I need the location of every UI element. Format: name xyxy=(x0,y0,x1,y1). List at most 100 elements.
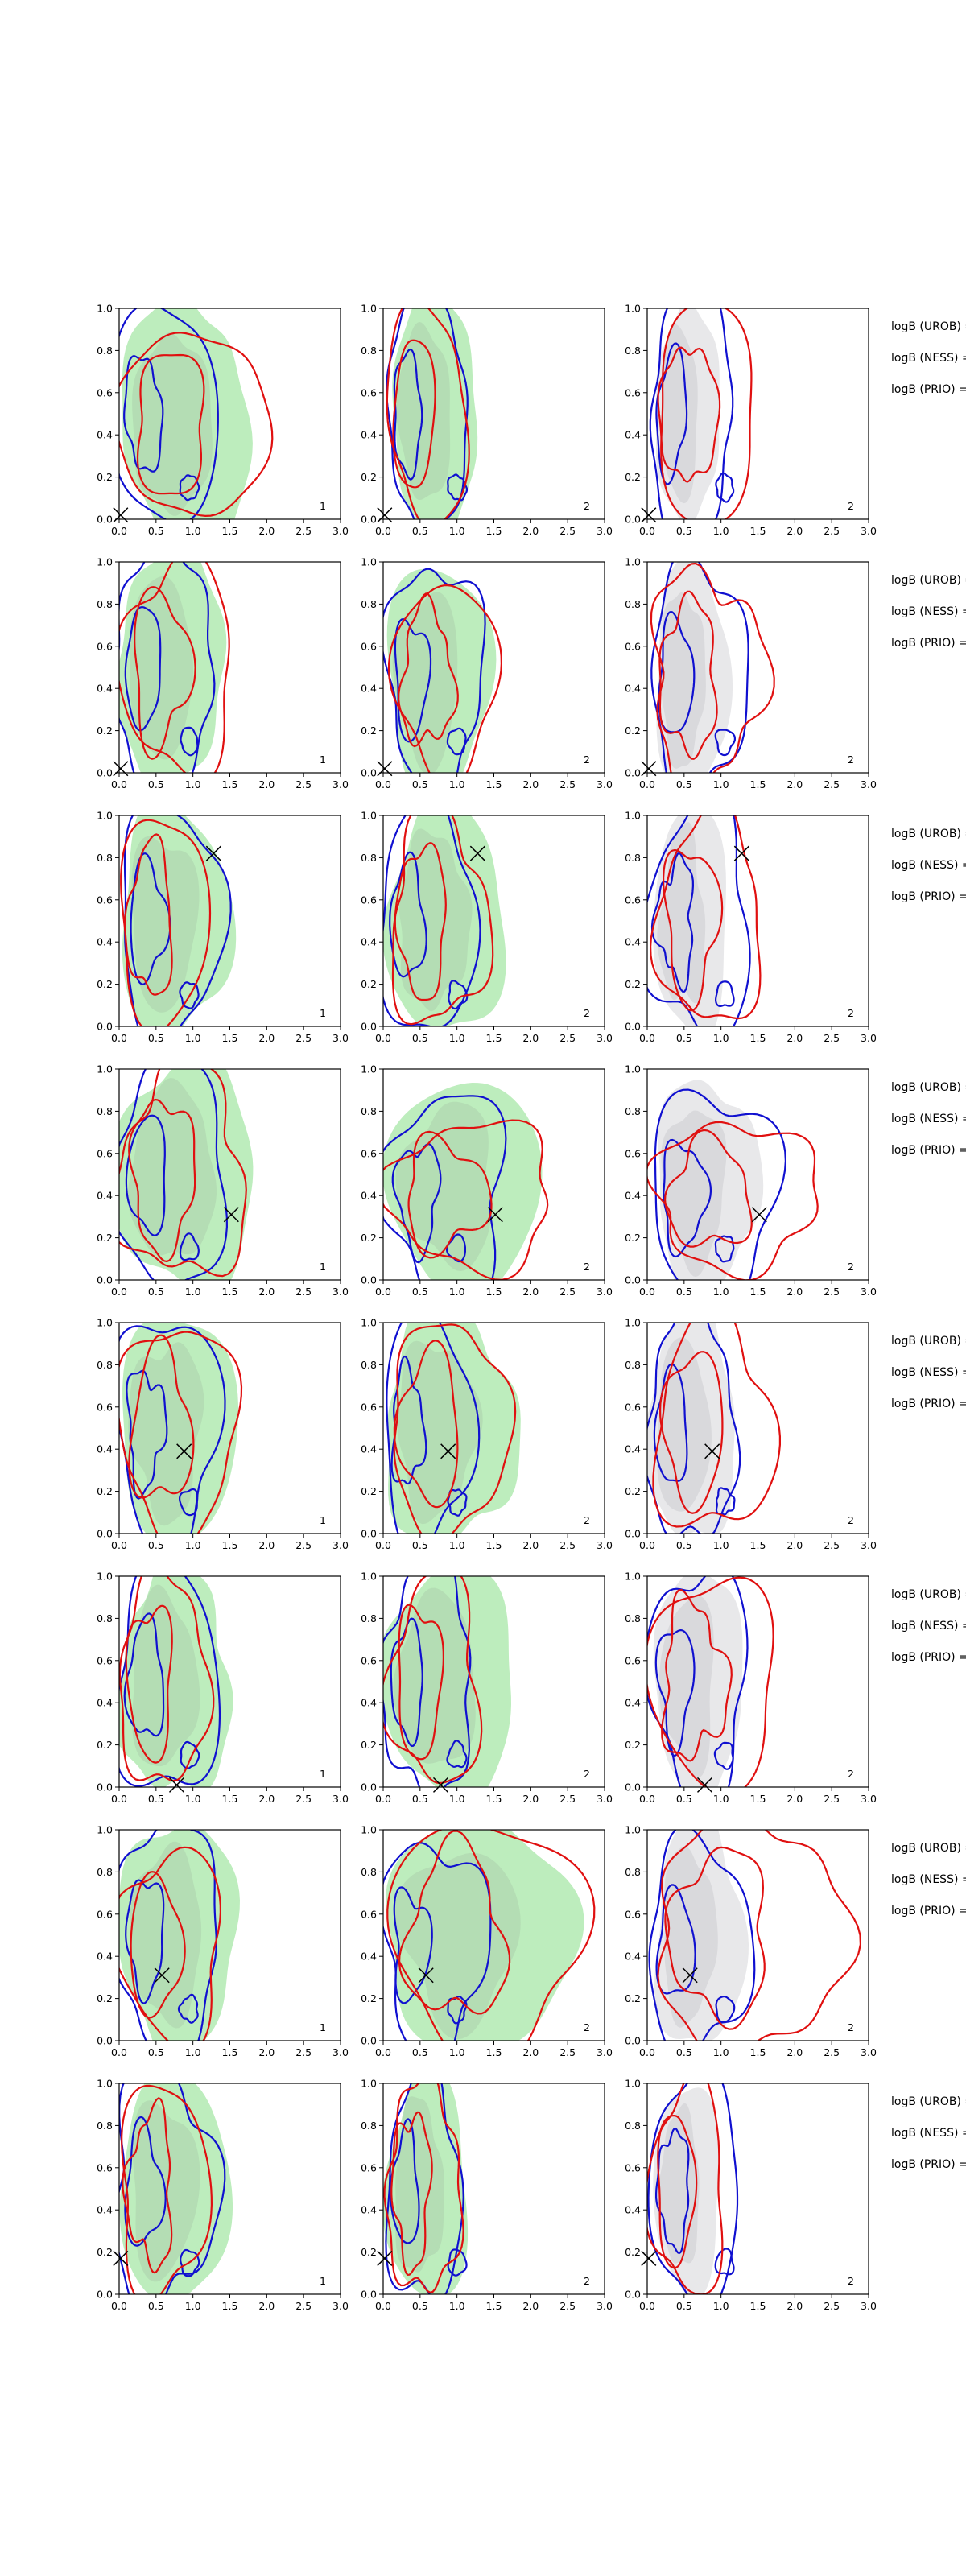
y-tick-label: 0.2 xyxy=(97,978,113,990)
y-tick-label: 0.8 xyxy=(625,598,641,610)
y-tick-label: 0.4 xyxy=(625,1190,641,1202)
y-tick-label: 0.4 xyxy=(625,1443,641,1455)
y-tick-label: 0.0 xyxy=(625,2289,641,2301)
blue-contour-outer xyxy=(383,1576,472,1787)
x-tick-label: 0.0 xyxy=(375,1032,391,1044)
x-tick-label: 1.5 xyxy=(750,1539,766,1551)
y-tick-label: 1.0 xyxy=(97,303,113,315)
x-tick-label: 3.0 xyxy=(597,1286,613,1298)
panel-label: 1 xyxy=(320,2275,326,2287)
x-tick-label: 0.5 xyxy=(676,1539,692,1551)
blue-contour-outer xyxy=(383,815,481,1026)
panel-r7-c2: 0.0 0.5 1.0 1.5 2.0 2.5 3.0 0.0 0.2 0.4 0.6 0.8 1.0 2 xyxy=(361,1824,613,2059)
x-tick-label: 2.0 xyxy=(522,1539,539,1551)
blue-contour-outer xyxy=(119,308,219,519)
blue-contour-inner xyxy=(391,1143,442,1264)
x-tick-label: 0.0 xyxy=(639,1793,655,1805)
panel-label: 1 xyxy=(320,1514,326,1526)
x-tick-label: 3.0 xyxy=(332,778,349,791)
red-contour-inner xyxy=(661,1589,733,1762)
red-contour-inner xyxy=(130,1871,186,2019)
true-value-marker xyxy=(641,507,657,523)
x-tick-label: 1.0 xyxy=(713,1286,729,1298)
x-tick-label: 0.0 xyxy=(639,1286,655,1298)
y-tick-label: 0.0 xyxy=(97,1021,113,1033)
y-tick-label: 0.2 xyxy=(625,1232,641,1244)
y-tick-label: 0.8 xyxy=(97,1866,113,1878)
red-contour-outer xyxy=(660,308,753,519)
x-tick-label: 1.5 xyxy=(486,1286,502,1298)
y-tick-label: 0.8 xyxy=(361,598,377,610)
red-contour-inner xyxy=(394,842,447,1001)
red-contour-outer xyxy=(649,815,762,1020)
x-tick-label: 2.0 xyxy=(786,1539,803,1551)
y-tick-label: 0.8 xyxy=(97,1359,113,1371)
y-tick-label: 0.2 xyxy=(361,978,377,990)
x-tick-label: 0.0 xyxy=(639,525,655,537)
y-tick-label: 0.8 xyxy=(361,1359,377,1371)
x-tick-label: 1.5 xyxy=(486,2046,502,2058)
true-value-marker xyxy=(641,2250,657,2266)
x-tick-label: 2.0 xyxy=(786,2046,803,2058)
legend-logB-line: logB (UROB) = xyxy=(891,320,966,333)
legend-logB-line: logB (PRIO) = xyxy=(891,1144,966,1157)
red-contour-outer xyxy=(387,584,503,773)
red-contour-outer xyxy=(119,1069,247,1278)
x-tick-label: 1.0 xyxy=(713,1793,729,1805)
x-tick-label: 1.0 xyxy=(185,2046,201,2058)
y-tick-label: 1.0 xyxy=(361,1063,377,1075)
panel-label: 2 xyxy=(848,500,854,512)
x-tick-label: 3.0 xyxy=(861,1539,877,1551)
red-contour-outer xyxy=(386,308,470,519)
x-tick-label: 2.5 xyxy=(295,778,312,791)
y-tick-label: 0.6 xyxy=(97,640,113,652)
red-contour-outer xyxy=(647,1121,819,1280)
x-tick-label: 3.0 xyxy=(597,2046,613,2058)
x-tick-label: 1.0 xyxy=(449,1286,465,1298)
x-tick-label: 0.5 xyxy=(412,2300,428,2312)
true-value-marker xyxy=(432,1777,449,1793)
x-tick-label: 1.5 xyxy=(750,1032,766,1044)
y-tick-label: 0.0 xyxy=(361,1021,377,1033)
red-contour-inner xyxy=(657,346,721,483)
x-tick-label: 1.5 xyxy=(486,525,502,537)
y-tick-label: 0.6 xyxy=(361,2161,377,2174)
y-tick-label: 1.0 xyxy=(625,1317,641,1329)
density-fill-outer xyxy=(119,1830,240,2041)
blue-contour-inner xyxy=(125,1114,166,1236)
density-fill-outer xyxy=(119,562,227,773)
y-tick-label: 0.2 xyxy=(97,1739,113,1751)
y-tick-label: 0.6 xyxy=(625,1908,641,1920)
x-tick-label: 1.5 xyxy=(222,778,238,791)
x-tick-label: 0.5 xyxy=(148,1286,164,1298)
y-tick-label: 0.4 xyxy=(625,936,641,948)
y-tick-label: 0.4 xyxy=(361,1443,377,1455)
blue-contour-inner xyxy=(650,852,695,993)
x-tick-label: 0.5 xyxy=(676,2300,692,2312)
x-tick-label: 0.5 xyxy=(412,1032,428,1044)
y-tick-label: 0.6 xyxy=(97,386,113,398)
x-tick-label: 1.5 xyxy=(222,1286,238,1298)
density-fill-outer xyxy=(387,1323,521,1534)
x-tick-label: 2.5 xyxy=(295,1286,312,1298)
density-fill-inner xyxy=(656,1337,712,1512)
y-tick-label: 0.2 xyxy=(625,724,641,737)
blue-contour-inner xyxy=(390,1617,423,1748)
y-tick-label: 1.0 xyxy=(625,1063,641,1075)
x-tick-label: 2.5 xyxy=(824,1286,840,1298)
red-contour-outer xyxy=(119,1846,222,2041)
x-tick-label: 2.5 xyxy=(559,1032,576,1044)
x-tick-label: 0.5 xyxy=(148,525,164,537)
y-tick-label: 1.0 xyxy=(97,810,113,822)
x-tick-label: 2.5 xyxy=(824,2046,840,2058)
x-tick-label: 1.0 xyxy=(449,1032,465,1044)
blue-contour-small xyxy=(714,729,736,757)
x-tick-label: 2.5 xyxy=(824,1539,840,1551)
y-tick-label: 0.8 xyxy=(625,1866,641,1878)
y-tick-label: 0.0 xyxy=(97,1274,113,1286)
blue-contour-small xyxy=(446,727,467,756)
x-tick-label: 0.0 xyxy=(639,2300,655,2312)
x-tick-label: 2.5 xyxy=(559,525,576,537)
x-tick-label: 0.0 xyxy=(375,1539,391,1551)
x-tick-label: 1.5 xyxy=(750,778,766,791)
